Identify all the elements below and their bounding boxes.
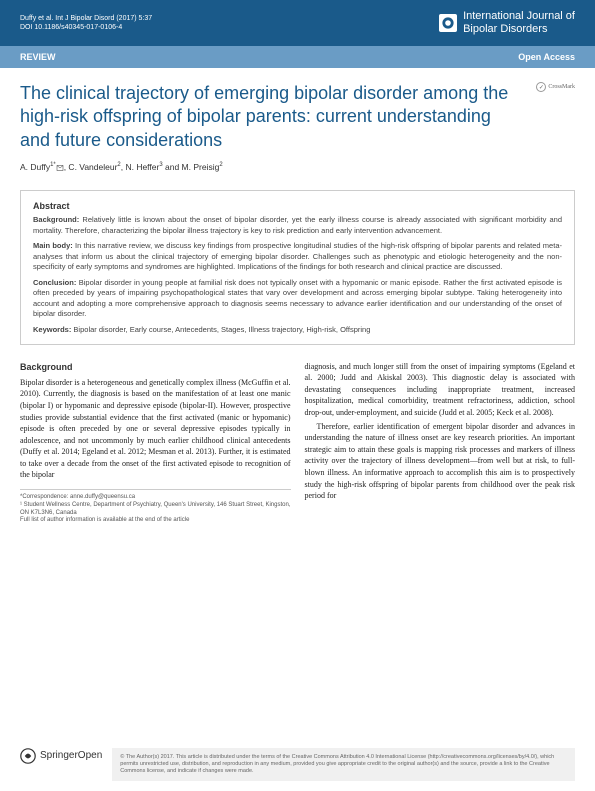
body-column-left: Background Bipolar disorder is a heterog…: [20, 361, 291, 526]
title-section: ✓ CrossMark The clinical trajectory of e…: [0, 68, 595, 182]
journal-name: International Journal of Bipolar Disorde…: [463, 10, 575, 36]
abstract-conclusion-text: Bipolar disorder in young people at fami…: [33, 278, 562, 319]
abstract-mainbody: Main body: In this narrative review, we …: [33, 241, 562, 273]
authors-list: A. Duffy1*, C. Vandeleur2, N. Heffer3 an…: [20, 162, 575, 172]
body-paragraph: Therefore, earlier identification of eme…: [305, 421, 576, 502]
article-title: The clinical trajectory of emerging bipo…: [20, 82, 575, 152]
abstract-mainbody-text: In this narrative review, we discuss key…: [33, 241, 562, 271]
abstract-conclusion-label: Conclusion:: [33, 278, 76, 287]
article-body: Background Bipolar disorder is a heterog…: [0, 353, 595, 534]
abstract-background-text: Relatively little is known about the ons…: [33, 215, 562, 235]
keywords: Keywords: Bipolar disorder, Early course…: [33, 325, 562, 334]
crossmark-badge[interactable]: ✓ CrossMark: [536, 82, 575, 92]
abstract-mainbody-label: Main body:: [33, 241, 73, 250]
abstract-background-label: Background:: [33, 215, 79, 224]
correspondence-email: *Correspondence: anne.duffy@queensu.ca: [20, 494, 291, 502]
journal-branding: International Journal of Bipolar Disorde…: [439, 10, 575, 36]
citation-line: Duffy et al. Int J Bipolar Disord (2017)…: [20, 14, 152, 23]
correspondence-affiliation: ¹ Student Wellness Centre, Department of…: [20, 502, 291, 518]
article-type-bar: REVIEW Open Access: [0, 46, 595, 68]
article-type-label: REVIEW: [20, 52, 56, 62]
crossmark-label: CrossMark: [548, 84, 575, 90]
correspondence-block: *Correspondence: anne.duffy@queensu.ca ¹…: [20, 489, 291, 525]
journal-header: Duffy et al. Int J Bipolar Disord (2017)…: [0, 0, 595, 46]
publisher-name: SpringerOpen: [40, 750, 102, 761]
springer-icon: [20, 748, 36, 764]
crossmark-icon: ✓: [536, 82, 546, 92]
publisher-logo: SpringerOpen: [20, 748, 102, 764]
body-paragraph: diagnosis, and much longer still from th…: [305, 361, 576, 419]
abstract-heading: Abstract: [33, 201, 562, 211]
journal-logo-icon: [439, 14, 457, 32]
correspondence-note: Full list of author information is avail…: [20, 517, 291, 525]
keywords-label: Keywords:: [33, 325, 71, 334]
abstract-background: Background: Relatively little is known a…: [33, 215, 562, 236]
keywords-text: Bipolar disorder, Early course, Antecede…: [71, 325, 370, 334]
license-text: © The Author(s) 2017. This article is di…: [112, 748, 575, 781]
body-paragraph: Bipolar disorder is a heterogeneous and …: [20, 377, 291, 481]
doi-line: DOI 10.1186/s40345-017-0106-4: [20, 23, 152, 32]
body-column-right: diagnosis, and much longer still from th…: [305, 361, 576, 526]
citation-info: Duffy et al. Int J Bipolar Disord (2017)…: [20, 14, 152, 32]
abstract-box: Abstract Background: Relatively little i…: [20, 190, 575, 345]
page-footer: SpringerOpen © The Author(s) 2017. This …: [20, 748, 575, 781]
background-heading: Background: [20, 361, 291, 374]
abstract-conclusion: Conclusion: Bipolar disorder in young pe…: [33, 278, 562, 320]
open-access-label: Open Access: [518, 52, 575, 62]
